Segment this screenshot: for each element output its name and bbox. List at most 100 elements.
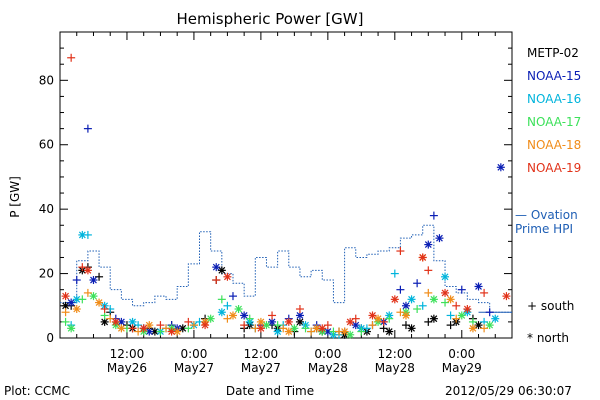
marker-stroke <box>240 312 248 319</box>
marker-stroke <box>296 318 304 326</box>
north-marker-NOAA-19 <box>256 324 265 333</box>
north-marker-NOAA-17 <box>234 305 243 314</box>
north-marker-NOAA-18 <box>72 305 81 314</box>
chart-title: Hemispheric Power [GW] <box>176 10 364 28</box>
marker-stroke <box>497 163 505 171</box>
north-marker-METP-02 <box>407 324 416 333</box>
marker-stroke <box>290 324 298 332</box>
south-marker-NOAA-17 <box>301 324 310 333</box>
south-marker-NOAA-18 <box>452 314 461 323</box>
north-marker-NOAA-17 <box>262 321 271 330</box>
north-marker-NOAA-15 <box>424 240 433 249</box>
plot-frame <box>59 31 513 339</box>
x-tick-label-date: May27 <box>241 361 281 375</box>
north-marker-NOAA-15 <box>474 282 483 291</box>
south-marker-METP-02 <box>401 321 410 330</box>
ovation-legend-line1: — Ovation <box>515 208 578 222</box>
south-marker-NOAA-17 <box>217 295 226 304</box>
south-marker-METP-02 <box>424 317 433 326</box>
x-tick-label-date: May29 <box>442 361 482 375</box>
y-tick-label: 80 <box>39 73 54 87</box>
marker-stroke <box>229 312 237 319</box>
marker-stroke <box>491 315 499 323</box>
north-marker-NOAA-15 <box>212 263 221 272</box>
south-marker-NOAA-18 <box>189 321 198 330</box>
north-marker-NOAA-19 <box>418 253 427 262</box>
south-marker-NOAA-17 <box>78 295 87 304</box>
x-tick-label-date: May27 <box>174 361 214 375</box>
north-marker-NOAA-15 <box>351 321 360 330</box>
ovation-series <box>60 224 512 313</box>
north-marker-NOAA-19 <box>441 288 450 297</box>
x-tick-label-time: 0:00 <box>448 347 475 361</box>
north-marker-NOAA-18 <box>228 311 237 320</box>
x-tick-label-time: 12:00 <box>110 347 145 361</box>
marker-stroke <box>117 324 125 332</box>
south-marker-NOAA-18 <box>279 324 288 333</box>
north-marker-NOAA-19 <box>111 317 120 326</box>
north-marker-NOAA-18 <box>468 324 477 333</box>
marker-stroke <box>268 318 276 326</box>
north-marker-NOAA-17 <box>346 330 355 339</box>
north-marker-NOAA-16 <box>441 272 450 281</box>
north-marker-NOAA-19 <box>346 317 355 326</box>
x-tick-label-date: May28 <box>308 361 348 375</box>
north-marker-NOAA-19 <box>368 311 377 320</box>
south-marker-NOAA-19 <box>100 305 109 314</box>
north-marker-NOAA-17 <box>429 295 438 304</box>
legend-entry-metp-02: METP-02 <box>527 46 579 60</box>
north-marker-NOAA-16 <box>217 308 226 317</box>
y-axis-label: P [GW] <box>7 176 22 218</box>
south-marker-NOAA-19 <box>452 301 461 310</box>
north-marker-NOAA-15 <box>401 301 410 310</box>
south-marker-NOAA-15 <box>457 285 466 294</box>
marker-stroke <box>90 292 97 300</box>
north-marker-NOAA-18 <box>340 327 349 336</box>
north-marker-NOAA-17 <box>206 314 215 323</box>
marker-stroke <box>486 321 494 329</box>
south-marker-NOAA-18 <box>480 324 489 333</box>
marker-stroke <box>296 312 304 319</box>
north-marker-NOAA-15 <box>240 311 249 320</box>
north-marker-METP-02 <box>217 266 226 275</box>
marker-stroke <box>84 266 92 274</box>
marker-stroke <box>346 318 354 326</box>
north-marker-NOAA-16 <box>78 230 87 239</box>
north-marker-NOAA-16 <box>407 295 416 304</box>
south-marker-NOAA-17 <box>61 317 70 326</box>
marker-stroke <box>257 324 265 332</box>
south-marker-METP-02 <box>95 272 104 281</box>
north-marker-label: * north <box>527 331 570 345</box>
south-marker-NOAA-17 <box>357 327 366 336</box>
north-marker-NOAA-19 <box>83 266 92 275</box>
marker-stroke <box>62 292 70 300</box>
north-marker-NOAA-18 <box>446 295 455 304</box>
south-marker-NOAA-18 <box>83 288 92 297</box>
south-marker-NOAA-15 <box>396 285 405 294</box>
north-marker-NOAA-19 <box>167 327 176 336</box>
ovation-legend: — Ovation Prime HPI <box>515 208 578 236</box>
marker-stroke <box>346 331 354 339</box>
north-marker-NOAA-19 <box>463 305 472 314</box>
legend-entry-noaa-16: NOAA-16 <box>527 92 582 106</box>
marker-stroke <box>408 295 415 303</box>
north-marker-NOAA-19 <box>223 272 232 281</box>
south-marker-NOAA-15 <box>413 279 422 288</box>
marker-stroke <box>313 324 321 332</box>
marker-stroke <box>67 299 75 306</box>
marker-stroke <box>168 328 176 335</box>
south-marker-NOAA-19 <box>67 53 76 62</box>
north-marker-NOAA-19 <box>390 295 399 304</box>
y-tick-label: 0 <box>46 331 54 345</box>
legend-entry-noaa-15: NOAA-15 <box>527 69 582 83</box>
marker-stroke <box>263 321 270 329</box>
x-tick-label-time: 0:00 <box>180 347 207 361</box>
north-marker-NOAA-19 <box>61 292 70 301</box>
marker-stroke <box>218 308 226 316</box>
marker-stroke <box>374 315 382 323</box>
south-marker-NOAA-18 <box>106 314 115 323</box>
x-tick-label-time: 12:00 <box>244 347 279 361</box>
north-marker-NOAA-18 <box>374 314 383 323</box>
south-marker-NOAA-19 <box>396 247 405 256</box>
marker-stroke <box>391 295 399 303</box>
